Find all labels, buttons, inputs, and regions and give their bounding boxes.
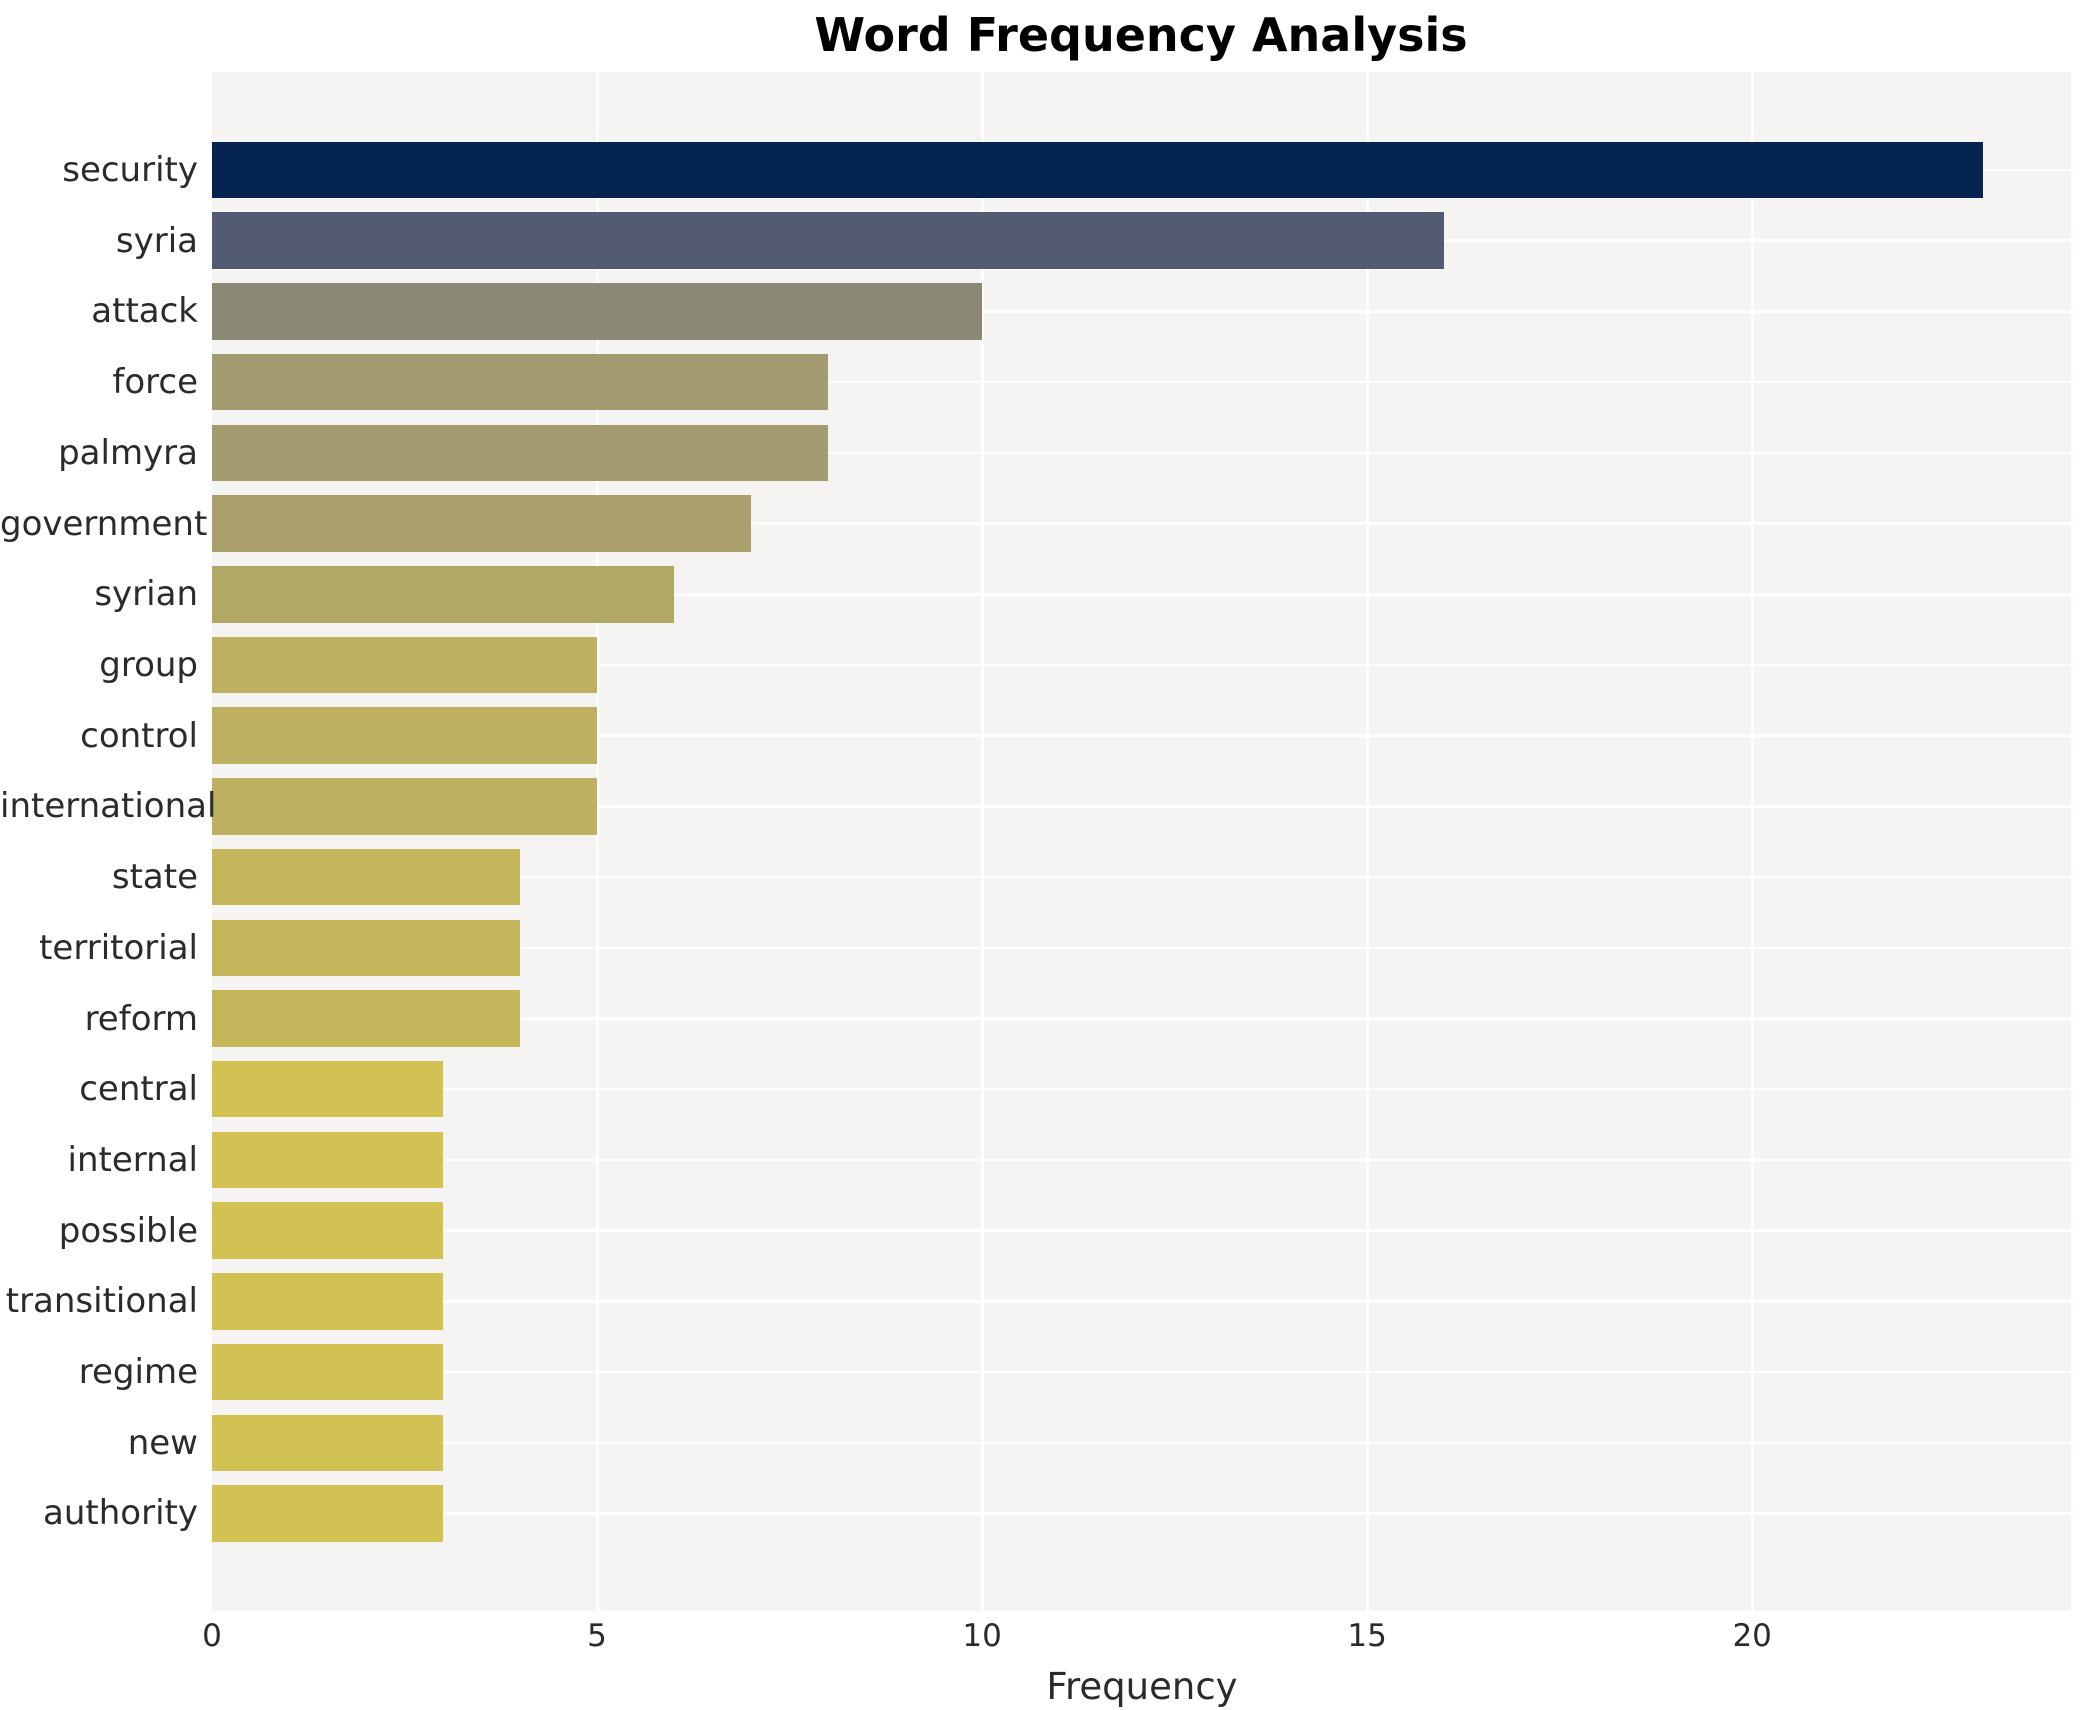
gridline-h xyxy=(212,1441,2071,1445)
y-label-territorial: territorial xyxy=(39,927,198,968)
gridline-v xyxy=(980,72,984,1611)
bar-government xyxy=(212,495,752,552)
y-label-central: central xyxy=(79,1069,198,1110)
gridline-h xyxy=(212,451,2071,455)
y-label-palmyra: palmyra xyxy=(58,432,198,473)
bar-control xyxy=(212,707,598,764)
y-label-government: government xyxy=(0,503,208,544)
gridline-h xyxy=(212,1158,2071,1162)
y-label-state: state xyxy=(111,857,198,898)
bar-transitional xyxy=(212,1273,444,1330)
gridline-h xyxy=(212,946,2071,950)
y-label-regime: regime xyxy=(78,1352,198,1393)
bar-reform xyxy=(212,990,521,1047)
x-tick-label-15: 15 xyxy=(1347,1618,1387,1654)
x-tick-label-5: 5 xyxy=(587,1618,607,1654)
x-tick-label-0: 0 xyxy=(202,1618,222,1654)
y-label-control: control xyxy=(80,715,198,756)
y-label-force: force xyxy=(112,362,198,403)
bar-group xyxy=(212,636,598,694)
y-label-transitional: transitional xyxy=(5,1281,198,1322)
gridline-h xyxy=(212,734,2071,737)
bar-new xyxy=(212,1414,444,1472)
y-label-syrian: syrian xyxy=(94,574,198,615)
bar-security xyxy=(212,141,1984,199)
y-label-group: group xyxy=(99,644,198,685)
y-label-security: security xyxy=(62,150,198,190)
x-tick-label-10: 10 xyxy=(962,1618,1002,1654)
y-label-authority: authority xyxy=(43,1493,198,1534)
gridline-h xyxy=(212,1300,2071,1303)
gridline-v xyxy=(595,72,599,1611)
gridline-h xyxy=(212,522,2071,525)
gridline-h xyxy=(212,805,2071,808)
bar-attack xyxy=(212,283,983,340)
plot-area xyxy=(212,72,2071,1611)
y-label-possible: possible xyxy=(58,1210,198,1251)
gridline-h xyxy=(212,875,2071,879)
gridline-h xyxy=(212,1087,2071,1091)
gridline-h xyxy=(212,1229,2071,1232)
y-label-syria: syria xyxy=(115,220,198,261)
bar-force xyxy=(212,353,829,411)
bar-regime xyxy=(212,1343,444,1401)
gridline-h xyxy=(212,663,2071,667)
gridline-h xyxy=(212,1370,2071,1374)
y-label-international: international xyxy=(0,786,217,827)
bar-syrian xyxy=(212,566,675,623)
y-label-attack: attack xyxy=(91,291,198,332)
gridline-v xyxy=(1365,72,1369,1611)
bar-international xyxy=(212,778,598,835)
bar-palmyra xyxy=(212,424,829,482)
y-label-internal: internal xyxy=(67,1139,198,1180)
bar-authority xyxy=(212,1485,444,1542)
y-label-new: new xyxy=(127,1422,198,1463)
bar-territorial xyxy=(212,919,521,977)
gridline-h xyxy=(212,380,2071,384)
y-label-reform: reform xyxy=(84,998,198,1039)
bar-internal xyxy=(212,1131,444,1189)
gridline-v xyxy=(1750,72,1754,1611)
bar-state xyxy=(212,848,521,906)
gridline-h xyxy=(212,1017,2071,1020)
bar-possible xyxy=(212,1202,444,1259)
x-tick-label-20: 20 xyxy=(1732,1618,1772,1654)
bar-central xyxy=(212,1060,444,1118)
gridline-h xyxy=(212,1512,2071,1515)
gridline-h xyxy=(212,310,2071,313)
bar-syria xyxy=(212,212,1445,269)
chart-title: Word Frequency Analysis xyxy=(814,8,1468,62)
gridline-h xyxy=(212,593,2071,596)
x-axis-title: Frequency xyxy=(1046,1665,1238,1708)
